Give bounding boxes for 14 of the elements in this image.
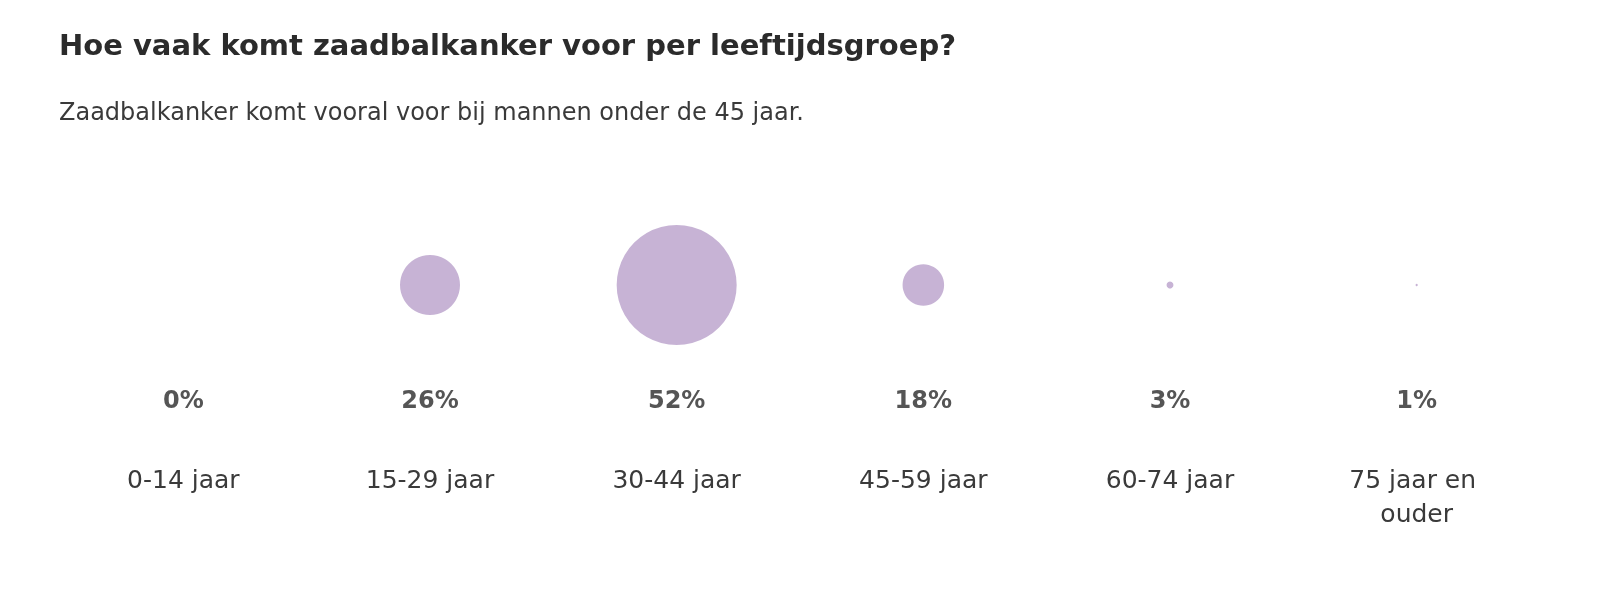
- data-label: 3%: [1149, 386, 1191, 414]
- data-label: 26%: [401, 386, 459, 414]
- data-label: 52%: [647, 386, 706, 414]
- data-label: 18%: [894, 386, 953, 414]
- text: Zaadbalkanker komt vooral voor bij mannen onder de 45 jaar.: [59, 98, 804, 126]
- data-label: 0%: [162, 386, 204, 414]
- category-label: 0-14 jaar: [127, 464, 241, 494]
- category-label: 45-59 jaar: [859, 464, 989, 494]
- category-label: 75 jaar en ouder: [1349, 464, 1485, 528]
- category-label: 30-44 jaar: [612, 464, 742, 494]
- category-label: 15-29 jaar: [365, 464, 495, 494]
- category-label: 60-74 jaar: [1105, 464, 1235, 494]
- data-label: 1%: [1396, 386, 1438, 414]
- text: Hoe vaak komt zaadbalkanker voor per leeftijdsgroep?: [59, 28, 956, 62]
